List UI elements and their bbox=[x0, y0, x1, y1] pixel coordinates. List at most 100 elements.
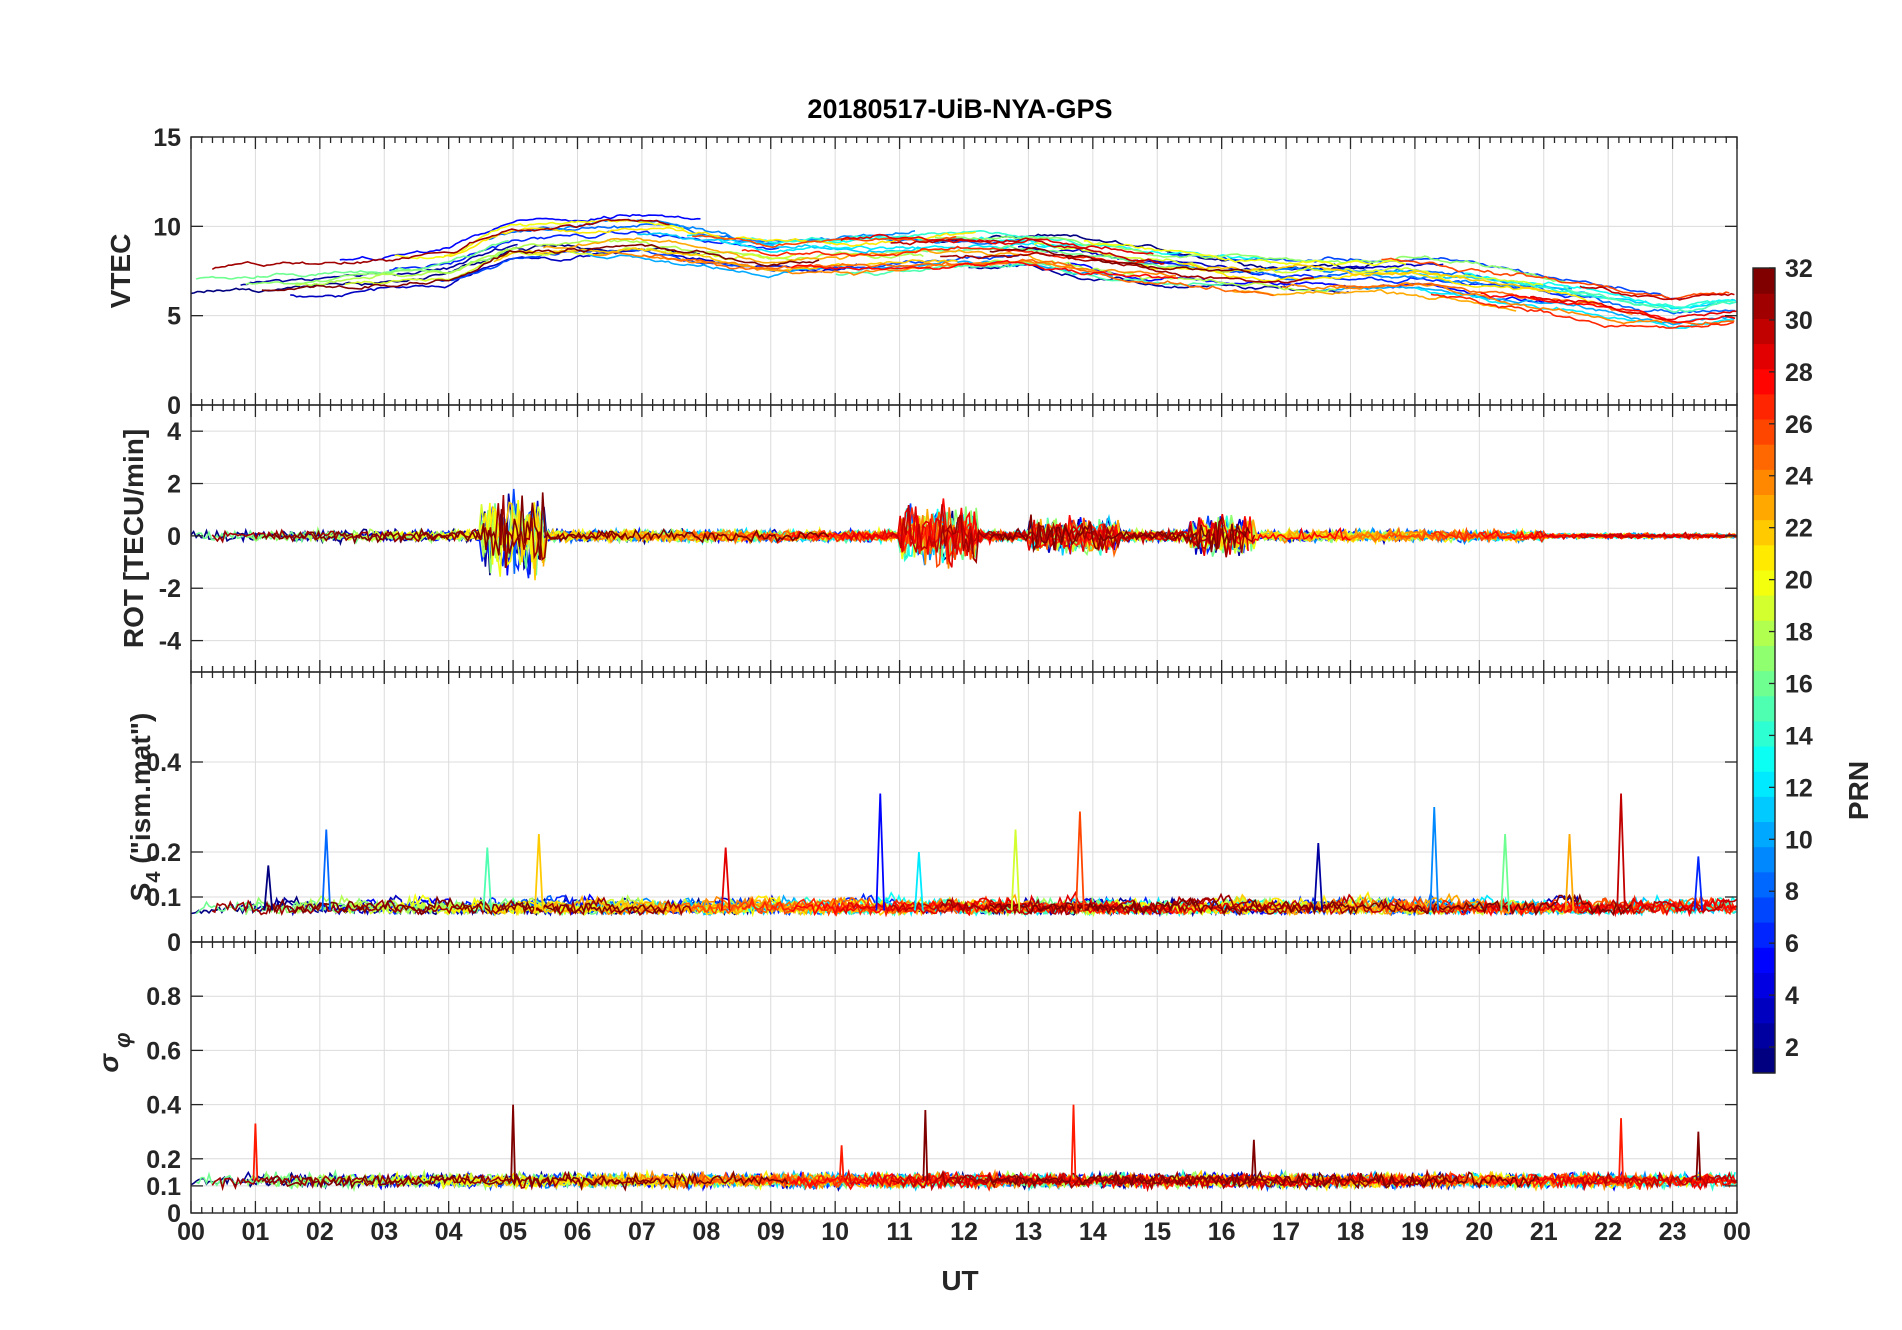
series-prn-30 bbox=[1579, 285, 1735, 301]
spike bbox=[252, 1123, 259, 1181]
colorbar-tick-label: 20 bbox=[1785, 567, 1813, 595]
y-tick-label: 2 bbox=[167, 471, 181, 499]
series-prn-26 bbox=[692, 234, 957, 249]
series-prn-32 bbox=[989, 246, 1251, 274]
colorbar-segment bbox=[1753, 947, 1775, 973]
y-tick-label: 0.2 bbox=[146, 1146, 181, 1174]
x-tick-label: 09 bbox=[757, 1218, 785, 1246]
series-prn-31 bbox=[939, 514, 1256, 565]
colorbar-segment bbox=[1753, 544, 1775, 571]
colorbar-segment bbox=[1753, 569, 1775, 596]
y-tick-label: 5 bbox=[167, 303, 181, 331]
colorbar-segment bbox=[1753, 595, 1775, 621]
spike bbox=[1075, 811, 1085, 911]
y-axis-label: VTEC bbox=[105, 234, 136, 309]
series-prn-32 bbox=[989, 514, 1251, 554]
colorbar-tick-label: 2 bbox=[1785, 1034, 1799, 1062]
series-prn-8 bbox=[488, 222, 1027, 245]
colorbar-tick-label: 22 bbox=[1785, 515, 1813, 543]
series-prn-30 bbox=[1579, 531, 1737, 540]
colorbar-tick-label: 24 bbox=[1785, 463, 1813, 491]
colorbar-tick-label: 32 bbox=[1785, 255, 1813, 283]
spike bbox=[1313, 842, 1324, 911]
y-tick-label: 0 bbox=[167, 392, 181, 420]
series-group-vtec bbox=[191, 213, 1737, 330]
colorbar-tick-label: 10 bbox=[1785, 826, 1813, 854]
series-group-rot bbox=[191, 488, 1737, 581]
series-prn-29 bbox=[1529, 1173, 1737, 1192]
x-tick-label: 10 bbox=[821, 1218, 849, 1246]
x-tick-label: 08 bbox=[692, 1218, 720, 1246]
colorbar-frame bbox=[1752, 267, 1776, 1074]
y-tick-label: 0 bbox=[167, 929, 181, 957]
series-prn-24 bbox=[1281, 282, 1663, 325]
series-prn-17 bbox=[934, 235, 1567, 284]
series-prn-28 bbox=[1480, 897, 1737, 918]
series-prn-32 bbox=[989, 1169, 1540, 1190]
series-prn-28 bbox=[791, 259, 1178, 279]
x-tick-label: 00 bbox=[177, 1218, 205, 1246]
series-prn-10 bbox=[1315, 286, 1735, 326]
colorbar-tick-label: 26 bbox=[1785, 411, 1813, 439]
x-tick-labels: 00 01 02 03 04 05 06 07 08 09 10 11 12 13 14 15 16 17 18 19… bbox=[177, 1218, 1751, 1246]
x-tick-label: 17 bbox=[1272, 1218, 1300, 1246]
x-tick-label: 02 bbox=[306, 1218, 334, 1246]
spike bbox=[321, 829, 332, 911]
spike bbox=[1564, 833, 1575, 911]
panel-vtec: 0 5 10 15 VTEC bbox=[105, 124, 1738, 420]
colorbar-tick-label: 8 bbox=[1785, 878, 1799, 906]
series-prn-1 bbox=[191, 506, 679, 576]
colorbar-segment bbox=[1753, 293, 1775, 319]
spike bbox=[1618, 1118, 1624, 1181]
series-prn-18 bbox=[295, 239, 924, 287]
colorbar-segment bbox=[1753, 745, 1775, 772]
colorbar-segment bbox=[1753, 796, 1775, 823]
colorbar-segment bbox=[1753, 268, 1775, 294]
series-prn-29 bbox=[840, 233, 1154, 255]
colorbar-segment bbox=[1753, 1047, 1775, 1074]
colorbar-segment bbox=[1753, 469, 1775, 496]
x-axis-label: UT bbox=[941, 1265, 978, 1296]
series-prn-27 bbox=[1430, 293, 1734, 329]
y-tick-label: 4 bbox=[167, 418, 181, 446]
series-prn-28 bbox=[790, 498, 1351, 555]
spike bbox=[1070, 1104, 1077, 1181]
x-tick-label: 15 bbox=[1143, 1218, 1171, 1246]
series-prn-25 bbox=[1331, 282, 1735, 326]
y-tick-label: -4 bbox=[159, 628, 181, 656]
spike bbox=[875, 793, 886, 911]
colorbar-segment bbox=[1753, 771, 1775, 797]
x-tick-label: 05 bbox=[499, 1218, 527, 1246]
series-prn-28 bbox=[1479, 1171, 1737, 1190]
series-prn-29 bbox=[1530, 295, 1737, 321]
colorbar-segment bbox=[1753, 896, 1775, 923]
spike bbox=[720, 847, 731, 911]
y-tick-label: 0.4 bbox=[146, 1092, 181, 1120]
colorbar-segment bbox=[1753, 620, 1775, 646]
x-tick-label: 18 bbox=[1337, 1218, 1365, 1246]
x-tick-label: 16 bbox=[1208, 1218, 1236, 1246]
colorbar-tick-label: 4 bbox=[1785, 982, 1799, 1010]
colorbar-segment bbox=[1753, 519, 1775, 546]
y-tick-label: 0.8 bbox=[146, 983, 181, 1011]
colorbar-segment bbox=[1753, 418, 1775, 445]
spike bbox=[1010, 829, 1021, 911]
y-axis-label: σ φ bbox=[93, 1032, 135, 1072]
y-axis-label: ROT [TECU/min] bbox=[118, 429, 149, 648]
series-prn-30 bbox=[890, 1172, 1270, 1192]
series-group-sigma_phi bbox=[191, 1104, 1737, 1193]
x-tick-label: 21 bbox=[1530, 1218, 1558, 1246]
series-prn-30 bbox=[1579, 1170, 1737, 1189]
spike bbox=[534, 833, 544, 911]
colorbar-segment bbox=[1753, 997, 1775, 1024]
series-prn-32 bbox=[261, 492, 830, 561]
series-prn-5 bbox=[339, 213, 701, 262]
series-prn-5 bbox=[1067, 262, 1545, 304]
x-tick-label: 04 bbox=[435, 1218, 463, 1246]
colorbar-segment bbox=[1753, 846, 1775, 873]
series-prn-23 bbox=[543, 237, 1075, 269]
x-tick-label: 19 bbox=[1401, 1218, 1429, 1246]
y-tick-label: 0.1 bbox=[146, 884, 181, 912]
